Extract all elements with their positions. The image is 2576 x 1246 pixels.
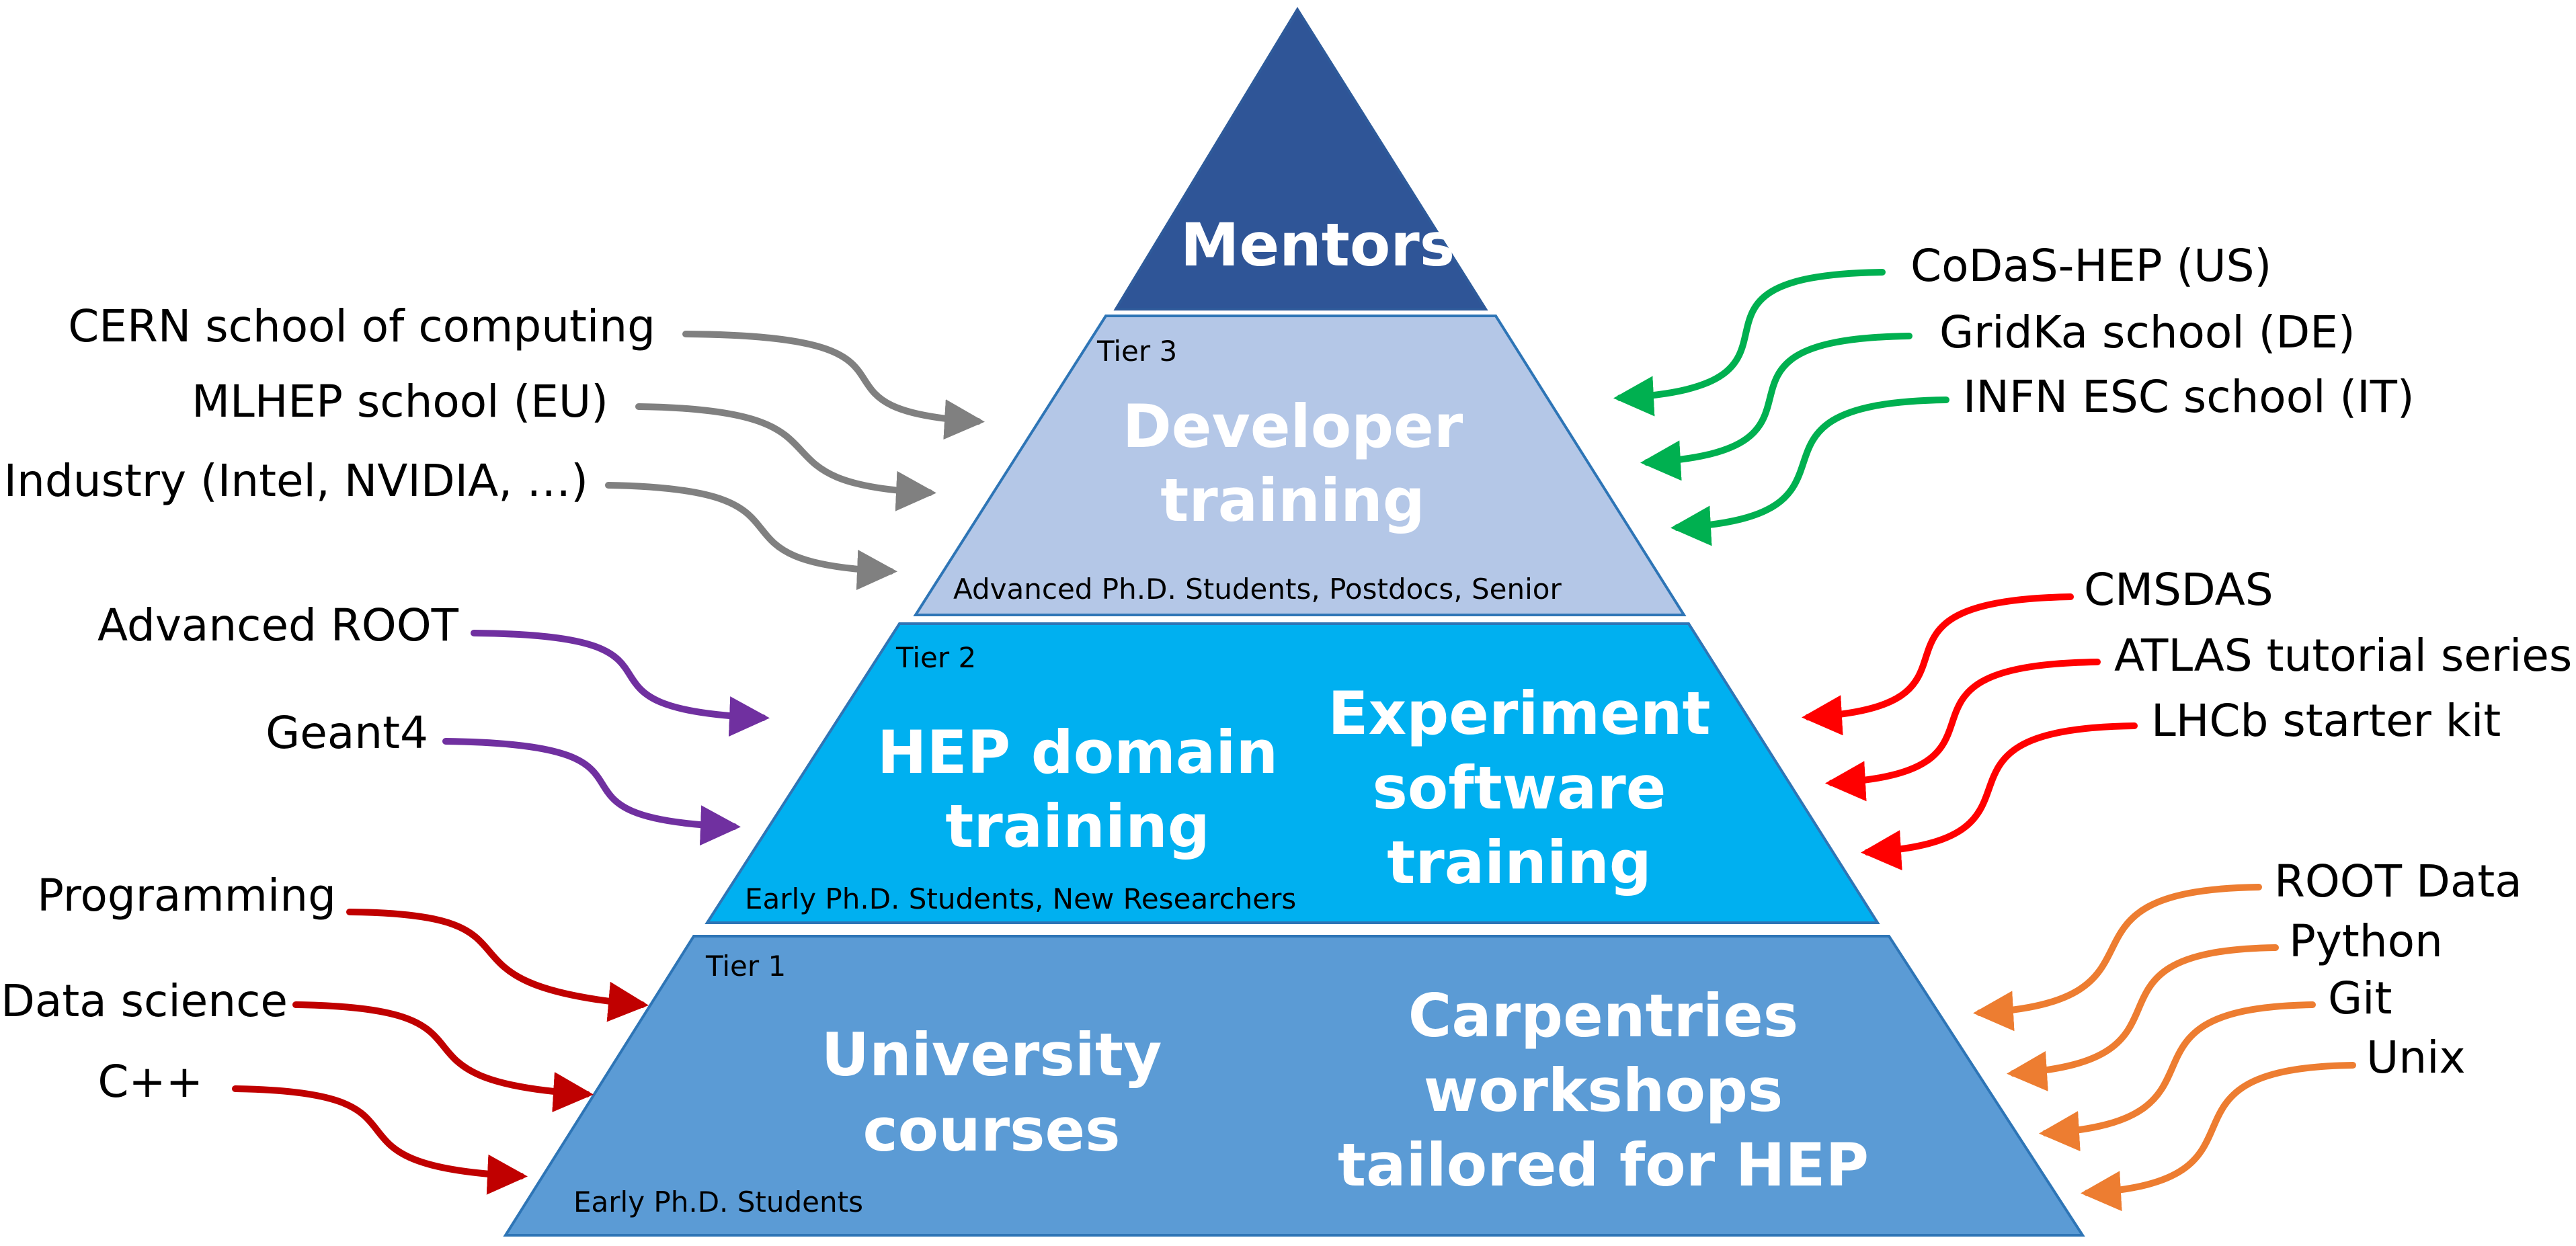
left-arrows — [232, 331, 985, 1195]
mentors-tier — [1113, 7, 1488, 310]
tier2-label: Tier 2 — [895, 641, 976, 674]
arrow-industry — [605, 482, 897, 590]
tier1-left-title-line2: courses — [862, 1095, 1120, 1165]
arrow-unix — [2081, 1062, 2356, 1212]
tier3-title-line1: Developer — [1123, 392, 1463, 461]
arrow-root-data — [1973, 884, 2262, 1032]
arrow-advanced-root — [471, 630, 770, 737]
tier1-label: Tier 1 — [705, 950, 786, 983]
right-source-cmsdas: CMSDAS — [2084, 564, 2273, 616]
mentors-title: Mentors — [1180, 210, 1455, 280]
arrow-lhcb-starter-kit — [1861, 722, 2138, 871]
tier2-right-title-line1: Experiment — [1328, 679, 1710, 748]
arrow-cern-school — [682, 331, 985, 440]
arrow-codas-hep — [1613, 269, 1886, 417]
arrow-programming — [346, 909, 649, 1022]
left-source-data-science: Data science — [1, 975, 288, 1027]
arrow-infn-esc-school — [1671, 397, 1949, 546]
right-sources: CoDaS-HEP (US) GridKa school (DE) INFN E… — [1910, 240, 2572, 1083]
arrow-data-science — [292, 1001, 594, 1112]
left-source-advanced-root: Advanced ROOT — [97, 599, 459, 651]
tier2-left-title-line1: HEP domain — [877, 718, 1278, 787]
arrow-git — [2039, 1001, 2316, 1151]
tier2-block — [705, 622, 1880, 924]
left-sources: CERN school of computing MLHEP school (E… — [1, 300, 655, 1108]
tier2-audience: Early Ph.D. Students, New Researchers — [745, 882, 1296, 915]
tier1-right-title-line1: Carpentries — [1408, 981, 1798, 1050]
arrow-gridka-school — [1640, 333, 1913, 481]
tier3-label: Tier 3 — [1096, 335, 1177, 368]
left-source-cpp: C++ — [97, 1056, 203, 1108]
tier3-title-line2: training — [1160, 466, 1424, 535]
tier2-left-title-line2: training — [945, 792, 1209, 861]
tier3-audience: Advanced Ph.D. Students, Postdocs, Senio… — [953, 573, 1562, 606]
right-source-unix: Unix — [2366, 1032, 2466, 1083]
left-source-cern-school: CERN school of computing — [68, 300, 655, 352]
left-source-industry: Industry (Intel, NVIDIA, …) — [4, 455, 588, 507]
arrow-atlas-tutorial — [1825, 659, 2101, 802]
right-source-root-data: ROOT Data — [2274, 856, 2522, 907]
arrow-cmsdas — [1802, 593, 2074, 736]
arrow-mlhep-school — [635, 403, 936, 511]
tier1-audience: Early Ph.D. Students — [573, 1186, 863, 1218]
tier2-right-title-line2: software — [1373, 753, 1666, 823]
right-arrows — [1613, 269, 2356, 1212]
tier1-block — [503, 935, 2085, 1237]
tier2-right-title-line3: training — [1387, 828, 1651, 897]
right-source-infn-esc-school: INFN ESC school (IT) — [1963, 371, 2415, 423]
right-source-git: Git — [2328, 972, 2392, 1024]
right-source-lhcb-starter-kit: LHCb starter kit — [2151, 695, 2501, 747]
left-source-geant4: Geant4 — [266, 707, 428, 759]
right-source-atlas-tutorial: ATLAS tutorial series — [2114, 630, 2572, 681]
left-source-programming: Programming — [37, 870, 336, 921]
right-source-python: Python — [2289, 915, 2443, 967]
right-source-codas-hep: CoDaS-HEP (US) — [1910, 240, 2271, 292]
tier3-block — [913, 315, 1687, 616]
arrow-cpp — [232, 1085, 528, 1195]
arrow-geant4 — [442, 738, 741, 846]
left-source-mlhep-school: MLHEP school (EU) — [192, 376, 608, 427]
arrow-python — [2007, 944, 2279, 1091]
right-source-gridka-school: GridKa school (DE) — [1939, 306, 2356, 358]
tier1-right-title-line2: workshops — [1424, 1056, 1783, 1125]
pyramid — [503, 7, 2085, 1237]
tier1-left-title-line1: University — [821, 1020, 1162, 1089]
tier1-right-title-line3: tailored for HEP — [1338, 1130, 1869, 1200]
